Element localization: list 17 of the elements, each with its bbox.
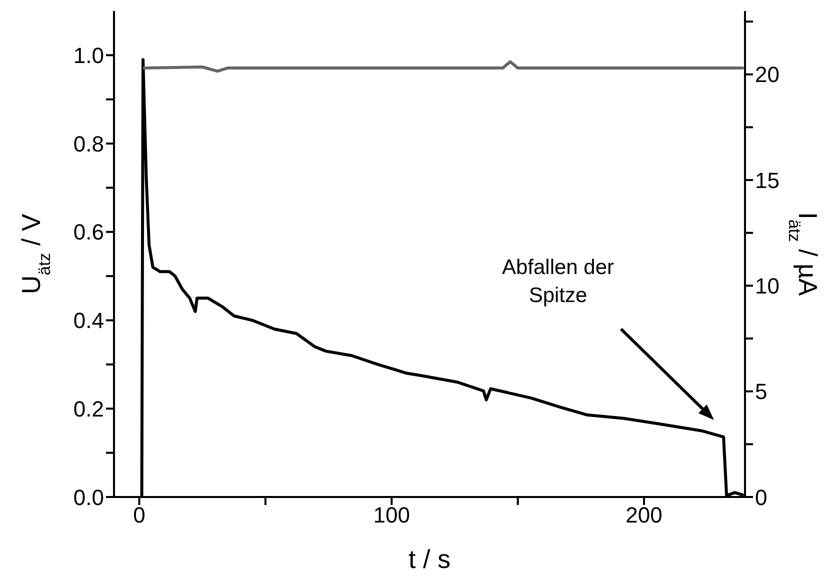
x-axis-title: t / s xyxy=(408,544,450,574)
y-tick-label: 1.0 xyxy=(73,42,104,68)
y-tick-label: 0.8 xyxy=(73,131,104,156)
x-tick-label: 0 xyxy=(133,502,146,528)
x-tick-label: 100 xyxy=(373,502,410,528)
y-tick-label: 0.2 xyxy=(73,396,104,422)
line-series xyxy=(142,60,744,73)
y-tick-label: 0.4 xyxy=(73,308,104,334)
annotation: Abfallen der Spitze xyxy=(502,256,614,307)
y-tick-label: 0.6 xyxy=(73,220,104,245)
y2-tick-label: 5 xyxy=(755,379,768,404)
y2-tick-label: 0 xyxy=(755,484,768,510)
y2-tick-label: 15 xyxy=(755,168,780,193)
x-tick-label: 200 xyxy=(626,502,662,528)
y2-tick-label: 10 xyxy=(755,274,780,299)
y2-tick-label: 20 xyxy=(755,62,780,88)
y-tick-label: 0.0 xyxy=(73,484,104,510)
